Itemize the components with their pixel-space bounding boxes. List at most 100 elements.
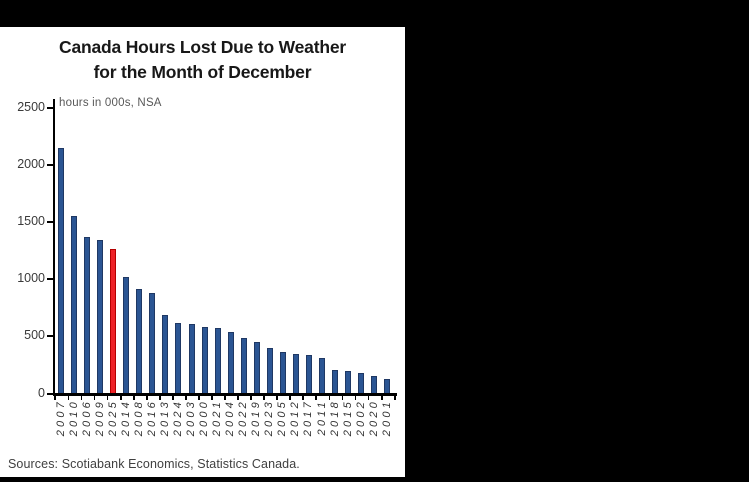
bar-2002 (358, 372, 365, 393)
x-axis-tick (67, 395, 70, 400)
x-axis-tick (93, 395, 96, 400)
x-label-2011: 2011 (315, 399, 328, 436)
x-label-2013: 2013 (158, 399, 171, 437)
bar-2000 (201, 326, 208, 393)
x-axis-tick (315, 395, 318, 400)
x-axis-tick (224, 395, 226, 400)
bar-2010 (71, 216, 78, 393)
x-label-2006: 2006 (80, 399, 93, 437)
bar-2016 (149, 292, 156, 393)
x-label-2024: 2024 (171, 399, 184, 437)
chart-title: Canada Hours Lost Due to Weather for the… (0, 35, 405, 85)
bar-2006 (84, 237, 91, 393)
x-axis-tick (158, 395, 161, 400)
bar-2013 (162, 314, 169, 393)
y-axis (53, 99, 56, 396)
x-axis-tick (171, 395, 174, 400)
bar-2020 (371, 375, 378, 393)
bar-2004 (227, 331, 234, 393)
y-tick-label-1500: 1500 (17, 213, 45, 228)
x-axis-tick (145, 395, 148, 400)
bar-2011 (319, 358, 325, 393)
x-label-2025: 2025 (106, 399, 119, 437)
x-label-2023: 2023 (263, 399, 276, 437)
x-axis-tick (54, 395, 57, 400)
bar-2022 (240, 337, 247, 393)
bar-2008 (136, 288, 143, 393)
x-axis-tick (276, 395, 279, 400)
x-label-2008: 2008 (132, 399, 145, 437)
x-axis (53, 393, 397, 396)
x-axis-tick (119, 395, 122, 400)
x-label-2002: 2002 (354, 399, 367, 437)
x-label-2019: 2019 (250, 399, 263, 437)
bar-2018 (332, 370, 339, 393)
x-axis-tick (354, 395, 357, 400)
x-label-2021: 2021 (211, 399, 224, 437)
bar-2012 (292, 353, 299, 393)
x-axis-tick (263, 395, 266, 400)
source-note: Sources: Scotiabank Economics, Statistic… (8, 457, 300, 471)
x-label-2004: 2004 (224, 399, 237, 437)
x-axis-tick (393, 395, 396, 400)
x-label-2001: 2001 (380, 399, 393, 437)
x-axis-tick (367, 395, 370, 400)
bar-2023 (266, 348, 273, 393)
y-axis-tick-2500 (47, 106, 53, 109)
x-label-2017: 2017 (302, 399, 315, 437)
y-axis-tick-500 (47, 335, 53, 338)
bar-2001 (384, 379, 391, 393)
y-axis-tick-2000 (47, 163, 53, 166)
x-axis-tick (211, 395, 213, 400)
y-tick-label-500: 500 (24, 328, 45, 343)
x-label-2012: 2012 (289, 399, 302, 437)
x-label-2005: 2005 (276, 399, 289, 437)
x-label-2014: 2014 (119, 399, 132, 437)
x-axis-tick (341, 395, 344, 400)
y-axis-tick-1500 (47, 220, 53, 223)
x-axis-tick (80, 395, 83, 400)
bar-2017 (305, 355, 312, 393)
y-tick-label-1000: 1000 (17, 271, 45, 286)
x-label-2015: 2015 (341, 399, 354, 437)
bar-2025 (110, 248, 117, 393)
bar-2015 (345, 370, 352, 393)
bar-2003 (188, 324, 195, 393)
chart-title-line2: for the Month of December (93, 62, 312, 82)
y-tick-label-2500: 2500 (17, 99, 45, 114)
y-axis-tick-1000 (47, 278, 53, 281)
y-tick-label-2000: 2000 (17, 156, 45, 171)
x-label-2003: 2003 (185, 399, 197, 437)
x-axis-tick (198, 395, 200, 400)
bar-2019 (253, 342, 260, 393)
bar-2014 (123, 277, 130, 393)
x-label-2020: 2020 (367, 399, 380, 437)
chart-card: Canada Hours Lost Due to Weather for the… (0, 27, 405, 477)
x-label-2022: 2022 (237, 399, 250, 437)
y-axis-tick-0 (47, 392, 53, 395)
x-axis-tick (328, 395, 331, 400)
x-axis-tick (380, 395, 383, 400)
x-label-2009: 2009 (93, 399, 106, 437)
x-axis-tick (289, 395, 292, 400)
bar-2007 (58, 148, 64, 393)
chart-title-line1: Canada Hours Lost Due to Weather (59, 37, 346, 57)
bar-2009 (97, 239, 104, 393)
x-label-2016: 2016 (145, 399, 158, 437)
x-label-2000: 2000 (198, 399, 211, 437)
x-axis-tick (250, 395, 253, 400)
x-axis-tick (237, 395, 239, 400)
bar-2021 (214, 328, 221, 393)
x-axis-tick (184, 395, 187, 400)
chart-subtitle: hours in 000s, NSA (59, 97, 162, 109)
x-axis-tick (132, 395, 135, 400)
bar-2005 (279, 351, 286, 393)
x-axis-tick (106, 395, 109, 400)
x-label-2010: 2010 (67, 399, 80, 437)
x-label-2007: 2007 (54, 399, 67, 437)
x-axis-tick (302, 395, 305, 400)
y-tick-label-0: 0 (38, 385, 45, 400)
x-label-2018: 2018 (328, 399, 341, 437)
bar-2024 (175, 322, 182, 393)
